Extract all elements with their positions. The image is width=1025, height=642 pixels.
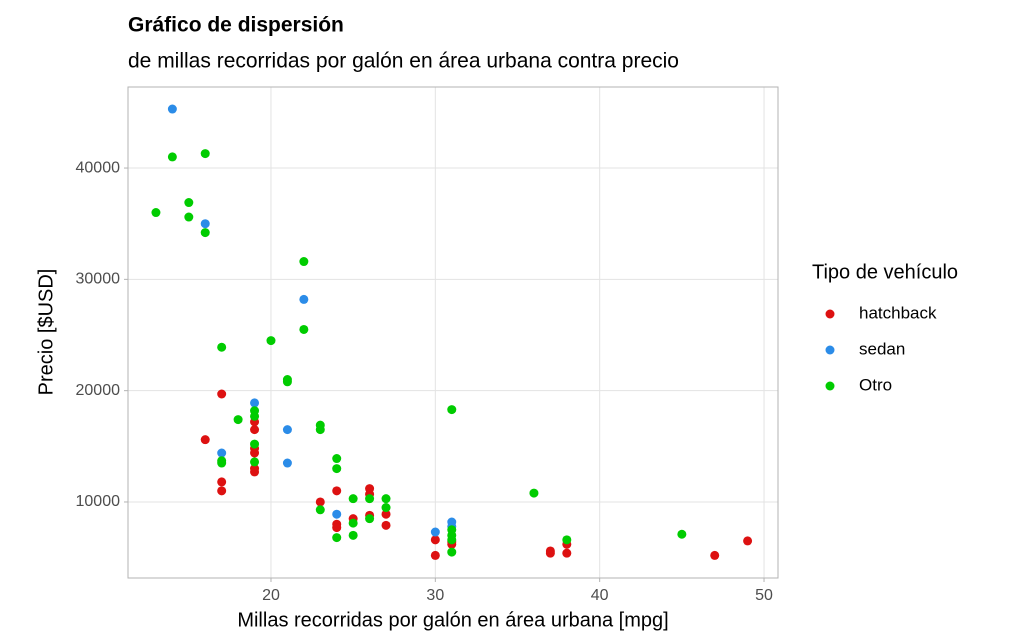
point	[250, 425, 260, 435]
point	[217, 486, 227, 496]
legend-title: Tipo de vehículo	[812, 261, 958, 283]
point	[447, 535, 457, 545]
point	[365, 494, 375, 504]
x-tick-label: 40	[591, 587, 609, 604]
point	[430, 550, 440, 560]
point	[200, 435, 210, 445]
legend-label: sedan	[859, 339, 905, 358]
point	[332, 464, 342, 474]
point	[184, 212, 194, 222]
chart-title: Gráfico de dispersión	[128, 14, 344, 37]
x-tick-label: 50	[755, 587, 773, 604]
point	[348, 518, 358, 528]
x-axis-label: Millas recorridas por galón en área urba…	[237, 609, 668, 631]
point	[365, 514, 375, 524]
point	[562, 548, 572, 558]
legend-marker	[825, 309, 835, 319]
x-tick-label: 20	[262, 587, 280, 604]
point	[332, 509, 342, 519]
point	[562, 535, 572, 545]
point	[545, 548, 555, 558]
point	[200, 149, 210, 159]
point	[743, 536, 753, 546]
point	[430, 527, 440, 537]
point	[217, 448, 227, 458]
point	[200, 219, 210, 229]
point	[710, 550, 720, 560]
point	[299, 257, 309, 267]
y-tick-label: 20000	[76, 382, 121, 399]
point	[217, 342, 227, 352]
point	[299, 294, 309, 304]
legend-marker	[825, 345, 835, 355]
legend-marker	[825, 381, 835, 391]
point	[529, 488, 539, 498]
point	[217, 477, 227, 487]
point	[217, 389, 227, 399]
point	[677, 529, 687, 539]
point	[332, 486, 342, 496]
point	[381, 520, 391, 530]
y-tick-label: 10000	[76, 493, 121, 510]
point	[332, 523, 342, 533]
point	[381, 503, 391, 513]
point	[250, 467, 260, 477]
point	[332, 454, 342, 464]
point	[381, 509, 391, 519]
point	[299, 324, 309, 334]
x-tick-label: 30	[426, 587, 444, 604]
point	[447, 405, 457, 415]
y-tick-label: 40000	[76, 159, 121, 176]
point	[282, 458, 292, 468]
point	[348, 494, 358, 504]
legend-label: Otro	[859, 375, 892, 394]
point	[250, 411, 260, 421]
point	[167, 152, 177, 162]
point	[282, 425, 292, 435]
point	[315, 497, 325, 507]
point	[315, 425, 325, 435]
point	[381, 494, 391, 504]
point	[250, 448, 260, 458]
point	[250, 439, 260, 449]
point	[233, 415, 243, 425]
point	[167, 104, 177, 114]
point	[266, 336, 276, 346]
point	[315, 505, 325, 515]
point	[348, 530, 358, 540]
point	[217, 458, 227, 468]
chart-subtitle: de millas recorridas por galón en área u…	[128, 50, 679, 73]
point	[151, 208, 161, 218]
point	[250, 398, 260, 408]
plot-border	[127, 86, 779, 579]
point	[250, 457, 260, 467]
y-tick-label: 30000	[76, 271, 121, 288]
point	[332, 533, 342, 543]
point	[282, 377, 292, 387]
point	[184, 198, 194, 208]
y-axis-label: Precio [$USD]	[35, 269, 57, 396]
point	[430, 535, 440, 545]
point	[447, 547, 457, 557]
point	[200, 228, 210, 238]
legend-label: hatchback	[859, 303, 937, 322]
